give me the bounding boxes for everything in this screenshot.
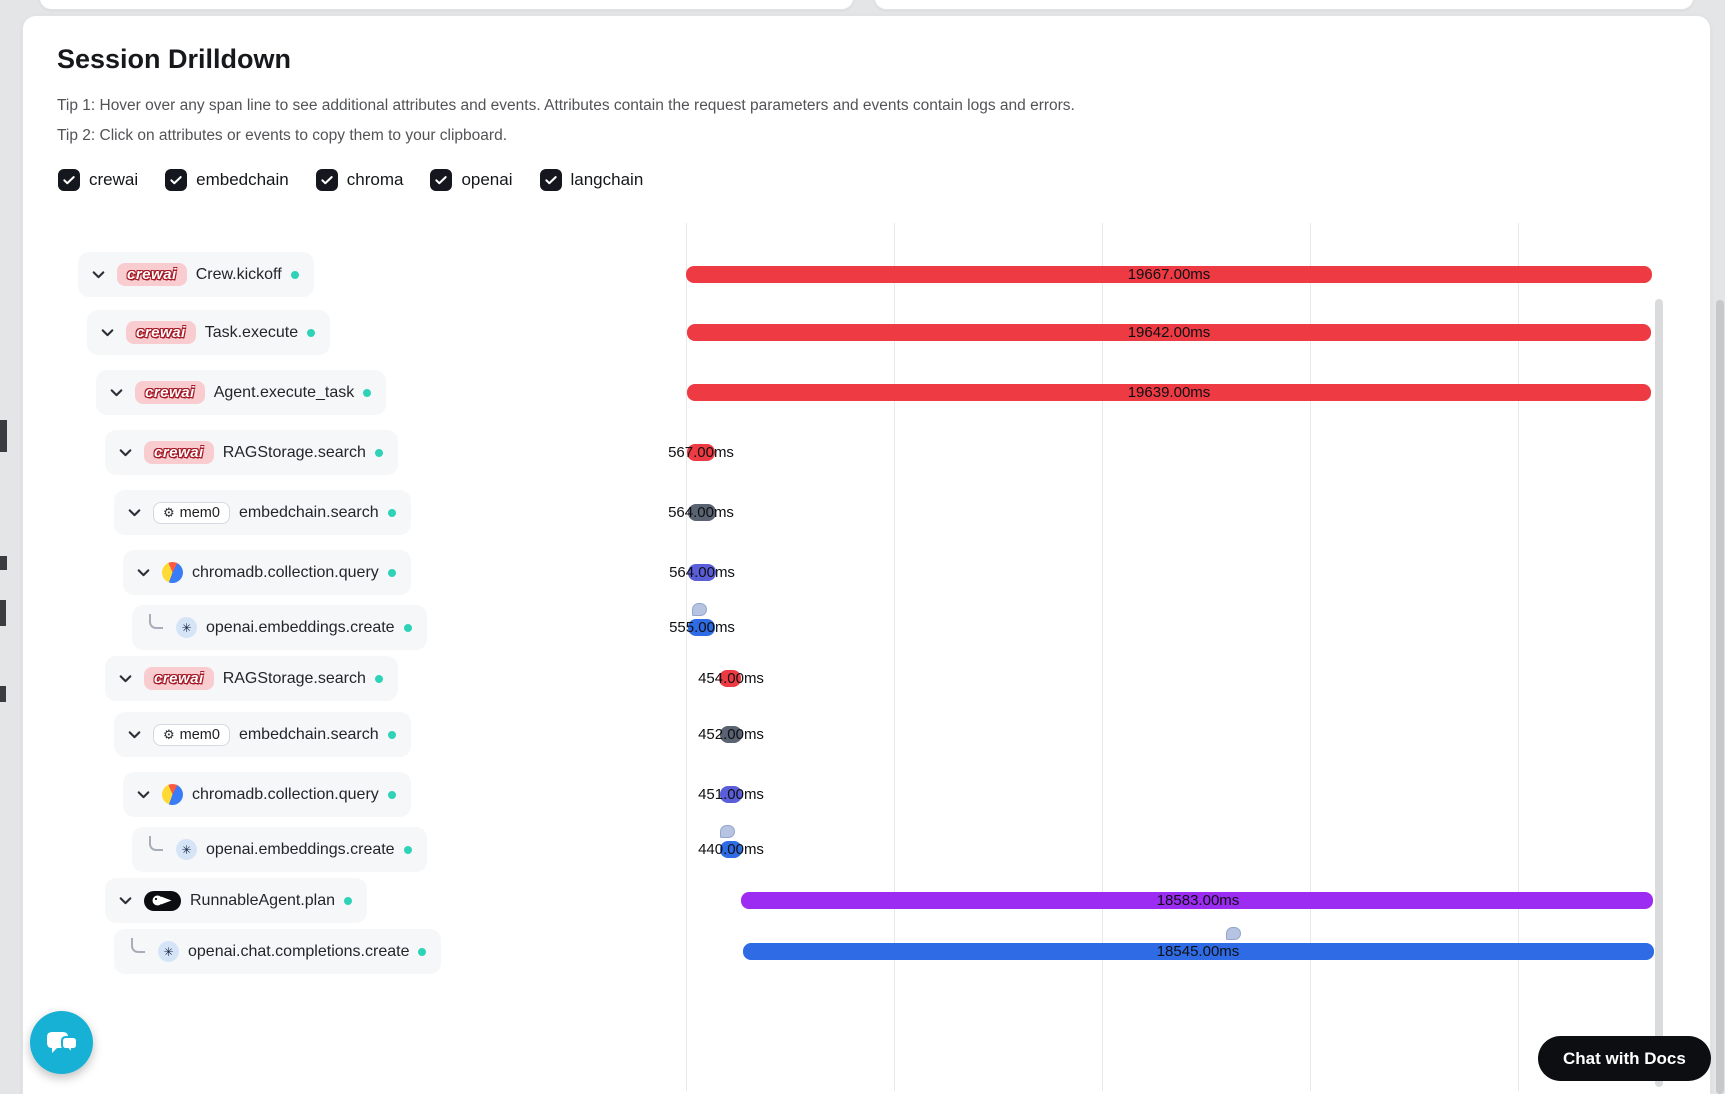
expand-chevron-icon[interactable] — [124, 725, 144, 745]
duration-label: 564.00ms — [668, 504, 734, 521]
status-dot — [418, 948, 426, 956]
app-root: Session Drilldown Tip 1: Hover over any … — [0, 0, 1725, 1094]
expand-chevron-icon[interactable] — [106, 383, 126, 403]
trace-row-label[interactable]: ✳ openai.chat.completions.create — [114, 929, 441, 974]
trace-row-label[interactable]: chromadb.collection.query — [123, 772, 411, 817]
span-name: RAGStorage.search — [223, 444, 366, 462]
status-dot — [291, 271, 299, 279]
duration-label: 19639.00ms — [1128, 384, 1211, 401]
event-bubble-icon[interactable] — [692, 603, 707, 616]
span-name: chromadb.collection.query — [192, 786, 379, 804]
crewai-logo-badge: crewai — [126, 321, 196, 344]
status-dot — [388, 731, 396, 739]
mem0-label: mem0 — [180, 505, 220, 521]
trace-row-label[interactable]: ✳ openai.embeddings.create — [132, 605, 427, 650]
crewai-logo-badge: crewai — [144, 667, 214, 690]
duration-label: 567.00ms — [668, 444, 734, 461]
duration-label: 451.00ms — [698, 786, 764, 803]
span-name: Agent.execute_task — [214, 384, 355, 402]
chat-with-docs-button[interactable]: Chat with Docs — [1538, 1036, 1711, 1081]
duration-label: 564.00ms — [669, 564, 735, 581]
elbow-connector-icon — [131, 938, 145, 953]
expand-chevron-icon[interactable] — [133, 785, 153, 805]
trace-row-label[interactable]: crewai Task.execute — [87, 310, 330, 355]
chat-widget-button[interactable] — [30, 1011, 93, 1074]
expand-chevron-icon[interactable] — [115, 443, 135, 463]
mem0-logo-badge: ⚙ mem0 — [153, 724, 230, 746]
elbow-connector-icon — [149, 614, 163, 629]
duration-label: 19642.00ms — [1128, 324, 1211, 341]
trace-waterfall: crewai Crew.kickoff 19667.00ms crewai Task.e… — [0, 0, 1725, 1094]
span-name: RunnableAgent.plan — [190, 892, 335, 910]
mem0-logo-badge: ⚙ mem0 — [153, 502, 230, 524]
trace-row-label[interactable]: crewai RAGStorage.search — [105, 430, 398, 475]
status-dot — [375, 449, 383, 457]
status-dot — [307, 329, 315, 337]
duration-label: 440.00ms — [698, 841, 764, 858]
status-dot — [363, 389, 371, 397]
duration-label: 454.00ms — [698, 670, 764, 687]
openai-logo-icon: ✳ — [176, 617, 197, 638]
span-name: openai.embeddings.create — [206, 841, 395, 859]
expand-chevron-icon[interactable] — [115, 891, 135, 911]
chat-bubbles-icon — [44, 1027, 80, 1059]
trace-row-label[interactable]: ✳ openai.embeddings.create — [132, 827, 427, 872]
event-bubble-icon[interactable] — [720, 825, 735, 838]
duration-label: 452.00ms — [698, 726, 764, 743]
span-name: Task.execute — [205, 324, 298, 342]
mem0-label: mem0 — [180, 727, 220, 743]
trace-row-label[interactable]: crewai Crew.kickoff — [78, 252, 314, 297]
trace-row-label[interactable]: chromadb.collection.query — [123, 550, 411, 595]
trace-row-label[interactable]: RunnableAgent.plan — [105, 878, 367, 923]
span-name: Crew.kickoff — [196, 266, 282, 284]
duration-label: 18545.00ms — [1157, 943, 1240, 960]
expand-chevron-icon[interactable] — [115, 669, 135, 689]
gear-icon: ⚙ — [163, 505, 175, 521]
status-dot — [375, 675, 383, 683]
openai-logo-icon: ✳ — [158, 941, 179, 962]
gear-icon: ⚙ — [163, 727, 175, 743]
page-scrollbar[interactable] — [1716, 300, 1724, 1094]
expand-chevron-icon[interactable] — [88, 265, 108, 285]
gridline — [1310, 223, 1311, 1091]
gridline — [1102, 223, 1103, 1091]
waterfall-scrollbar[interactable] — [1655, 299, 1663, 1087]
elbow-connector-icon — [149, 836, 163, 851]
event-bubble-icon[interactable] — [1226, 927, 1241, 940]
status-dot — [404, 846, 412, 854]
crewai-logo-badge: crewai — [117, 263, 187, 286]
status-dot — [388, 791, 396, 799]
expand-chevron-icon[interactable] — [97, 323, 117, 343]
chroma-logo-icon — [162, 562, 183, 583]
status-dot — [388, 569, 396, 577]
duration-label: 555.00ms — [669, 619, 735, 636]
trace-row-label[interactable]: ⚙ mem0 embedchain.search — [114, 490, 411, 535]
span-name: openai.embeddings.create — [206, 619, 395, 637]
span-name: RAGStorage.search — [223, 670, 366, 688]
status-dot — [404, 624, 412, 632]
chat-with-docs-label: Chat with Docs — [1563, 1049, 1686, 1069]
gridline — [686, 223, 687, 1091]
langchain-parrot-logo — [144, 891, 181, 911]
span-name: embedchain.search — [239, 726, 379, 744]
span-name: chromadb.collection.query — [192, 564, 379, 582]
expand-chevron-icon[interactable] — [124, 503, 144, 523]
gridline — [894, 223, 895, 1091]
duration-label: 18583.00ms — [1157, 892, 1240, 909]
status-dot — [344, 897, 352, 905]
expand-chevron-icon[interactable] — [133, 563, 153, 583]
crewai-logo-badge: crewai — [135, 381, 205, 404]
span-name: embedchain.search — [239, 504, 379, 522]
gridline — [1518, 223, 1519, 1091]
trace-row-label[interactable]: crewai RAGStorage.search — [105, 656, 398, 701]
trace-row-label[interactable]: ⚙ mem0 embedchain.search — [114, 712, 411, 757]
duration-label: 19667.00ms — [1128, 266, 1211, 283]
status-dot — [388, 509, 396, 517]
openai-logo-icon: ✳ — [176, 839, 197, 860]
chroma-logo-icon — [162, 784, 183, 805]
span-name: openai.chat.completions.create — [188, 943, 409, 961]
crewai-logo-badge: crewai — [144, 441, 214, 464]
trace-row-label[interactable]: crewai Agent.execute_task — [96, 370, 386, 415]
